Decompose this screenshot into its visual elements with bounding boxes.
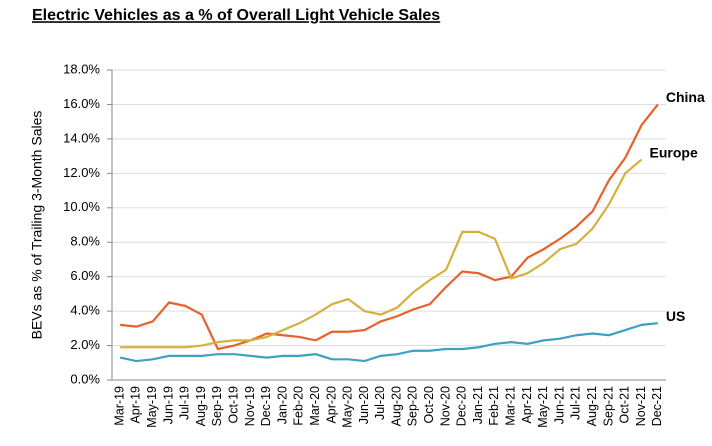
x-tick-label: Jul-21 <box>569 386 583 420</box>
series-line <box>120 103 659 351</box>
x-tick-label: Sep-21 <box>601 386 615 426</box>
x-tick-label: Mar-21 <box>504 386 518 426</box>
y-tick-label: 2.0% <box>70 337 100 352</box>
y-tick-label: 10.0% <box>63 199 100 214</box>
x-tick-label: Oct-20 <box>422 386 436 424</box>
x-tick-label: Aug-19 <box>194 386 208 426</box>
x-tick-label: Feb-21 <box>487 386 501 426</box>
x-tick-label: Jun-19 <box>161 386 175 424</box>
series-label: Europe <box>650 144 698 160</box>
x-tick-label: May-21 <box>536 386 550 428</box>
y-axis-label: BEVs as % of Trailing 3-Month Sales <box>29 111 45 340</box>
series-label: China <box>666 89 705 105</box>
x-tick-label: Jan-20 <box>275 386 289 424</box>
y-tick-label: 12.0% <box>63 165 100 180</box>
x-tick-label: Sep-20 <box>406 386 420 426</box>
x-tick-label: Jul-19 <box>178 386 192 420</box>
series-line <box>119 322 658 363</box>
chart-title: Electric Vehicles as a % of Overall Ligh… <box>32 7 440 24</box>
x-tick-label: Jun-20 <box>357 386 371 424</box>
series-line <box>120 158 643 349</box>
x-tick-label: May-19 <box>145 386 159 428</box>
x-tick-label: Mar-19 <box>112 386 126 426</box>
y-tick-label: 4.0% <box>70 303 100 318</box>
y-tick-label: 8.0% <box>70 234 100 249</box>
y-tick-label: 6.0% <box>70 268 100 283</box>
x-tick-label: Oct-19 <box>227 386 241 424</box>
x-tick-label: Dec-19 <box>259 386 273 426</box>
x-tick-label: Oct-21 <box>618 386 632 424</box>
x-tick-label: Sep-19 <box>210 386 224 426</box>
x-tick-label: Nov-21 <box>634 386 648 426</box>
y-tick-label: 0.0% <box>70 371 100 386</box>
x-tick-label: Dec-21 <box>650 386 664 426</box>
x-tick-label: Nov-19 <box>243 386 257 426</box>
x-tick-label: Aug-20 <box>389 386 403 426</box>
y-tick-label: 16.0% <box>63 96 100 111</box>
x-tick-label: Aug-21 <box>585 386 599 426</box>
x-tick-label: Apr-20 <box>324 386 338 424</box>
x-tick-label: Nov-20 <box>438 386 452 426</box>
series-label: US <box>666 308 685 324</box>
x-tick-label: Jan-21 <box>471 386 485 424</box>
y-tick-label: 18.0% <box>63 61 100 76</box>
x-tick-label: Jun-21 <box>552 386 566 424</box>
x-tick-label: Jul-20 <box>373 386 387 420</box>
x-tick-label: Mar-20 <box>308 386 322 426</box>
y-tick-label: 14.0% <box>63 130 100 145</box>
x-tick-label: Apr-21 <box>520 386 534 424</box>
x-tick-label: May-20 <box>341 386 355 428</box>
x-tick-label: Apr-19 <box>129 386 143 424</box>
x-tick-label: Feb-20 <box>292 386 306 426</box>
x-tick-label: Dec-20 <box>455 386 469 426</box>
